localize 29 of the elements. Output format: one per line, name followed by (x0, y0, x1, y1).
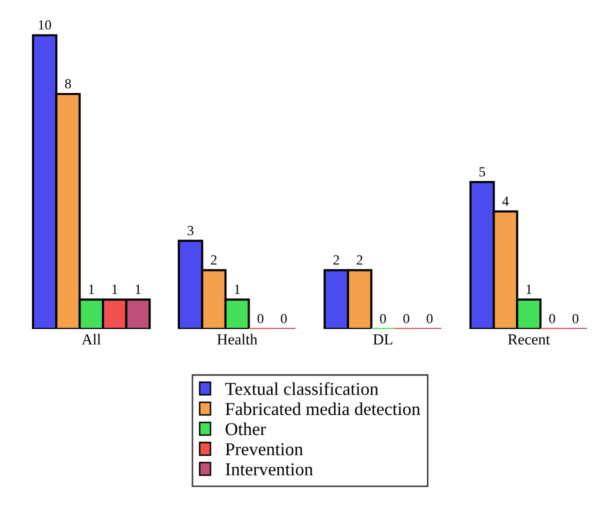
data-label: 1 (89, 284, 94, 294)
data-label: 1 (112, 284, 118, 294)
legend-label: Other (226, 422, 266, 436)
data-label: 0 (403, 314, 410, 324)
data-label: 4 (502, 196, 509, 206)
data-label: 0 (549, 314, 556, 324)
data-label: 5 (479, 167, 486, 177)
data-label: 1 (526, 284, 532, 294)
data-label: 0 (426, 314, 433, 324)
legend-label: Textual classification (225, 382, 378, 396)
data-label: 0 (572, 314, 578, 324)
x-tick-label: Health (217, 334, 258, 345)
data-label: 2 (333, 255, 340, 264)
data-label: 0 (380, 314, 386, 324)
data-label: 1 (234, 284, 240, 294)
data-label: 0 (258, 314, 264, 324)
legend-label: Intervention (226, 463, 313, 476)
legend-label: Fabricated media detection (225, 402, 420, 416)
data-label: 2 (356, 255, 362, 264)
data-label: 3 (188, 226, 194, 236)
data-label: 1 (136, 284, 141, 294)
data-label: 8 (65, 79, 71, 88)
legend-label: Prevention (225, 443, 303, 456)
x-tick-label: Recent (508, 334, 550, 345)
data-label: 10 (38, 20, 52, 30)
x-tick-label: All (82, 334, 101, 344)
data-label: 0 (280, 314, 287, 324)
x-tick-label: DL (373, 334, 392, 344)
data-label: 2 (210, 255, 217, 264)
